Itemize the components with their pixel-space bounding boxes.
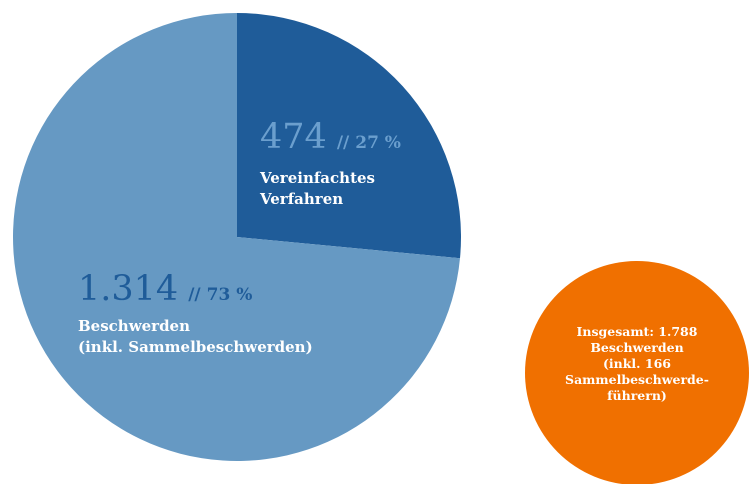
slice-value-label: 474 //27 % — [260, 117, 401, 157]
pie-slice — [237, 13, 461, 259]
slice-category-label: Vereinfachtes — [259, 169, 375, 187]
separator: // — [188, 285, 201, 305]
total-label: führern) — [607, 388, 667, 403]
total-label: (inkl. 166 — [603, 356, 671, 371]
total-label: Sammelbeschwerde- — [565, 372, 709, 387]
slice-category-label: (inkl. Sammelbeschwerden) — [78, 338, 313, 356]
total-circle — [525, 261, 749, 484]
slice-category-label: Verfahren — [259, 190, 343, 208]
pie-slice — [13, 13, 460, 462]
percent: 27 % — [355, 133, 401, 153]
slice-value-label: 1.314 // 73 % — [78, 269, 252, 309]
separator: // — [337, 133, 350, 153]
total-label: Beschwerden — [590, 340, 683, 355]
total-label: Insgesamt: 1.788 — [577, 324, 698, 339]
value: 474 — [260, 117, 327, 157]
slice-category-label: Beschwerden — [78, 317, 190, 335]
percent: 73 % — [207, 285, 253, 305]
value: 1.314 — [78, 269, 178, 309]
